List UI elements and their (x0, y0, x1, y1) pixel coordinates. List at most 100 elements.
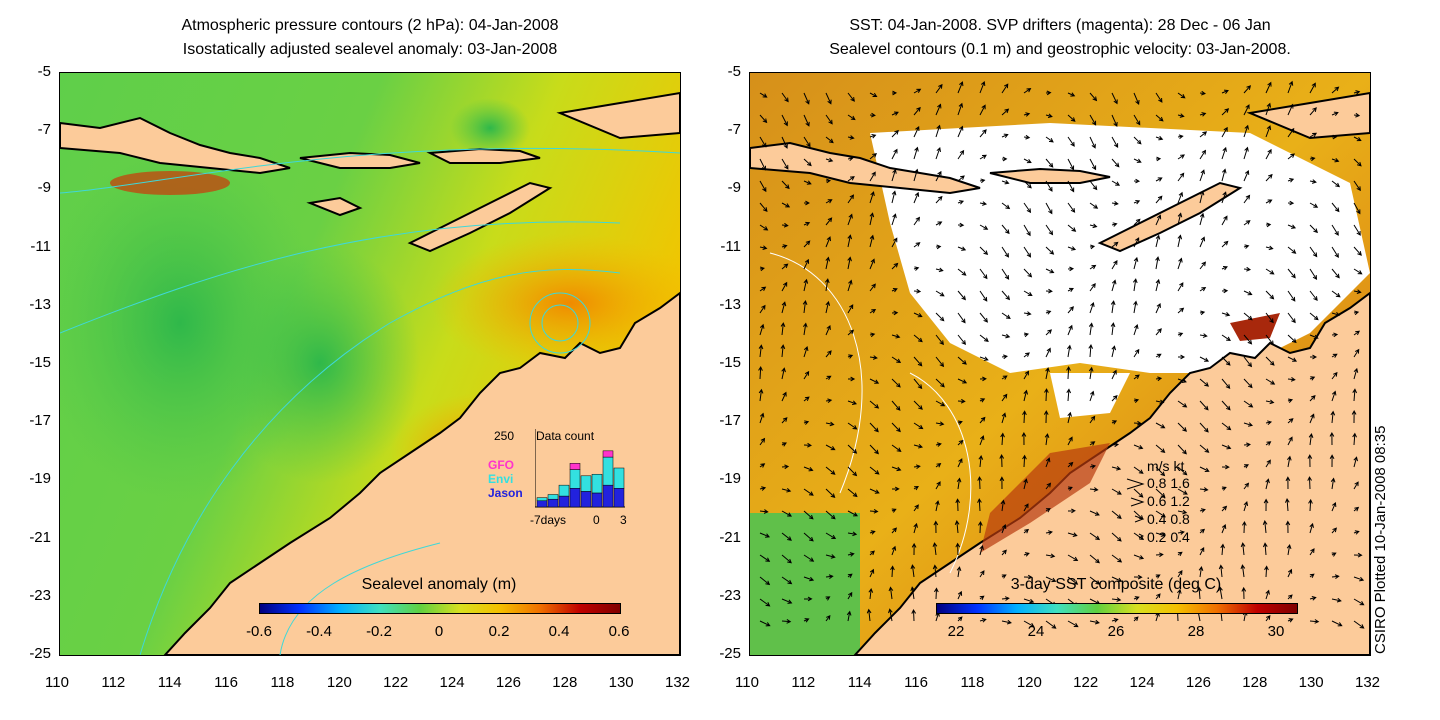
velocity-arrow-431 (1001, 412, 1007, 424)
velocity-arrow-429 (957, 420, 963, 425)
histogram-bar-envi-6 (602, 456, 614, 486)
velocity-arrow-384 (1199, 378, 1210, 387)
left-x-tick-110: 110 (45, 674, 69, 691)
velocity-arrow-491 (1089, 464, 1097, 469)
left-title-line1: Atmospheric pressure contours (2 hPa): 0… (181, 17, 559, 34)
velocity-arrow-132 (1199, 169, 1205, 182)
velocity-arrow-382 (1155, 376, 1163, 382)
velocity-arrow-196 (759, 245, 768, 251)
velocity-arrow-6 (891, 90, 898, 96)
velocity-arrow-270 (1155, 278, 1161, 292)
velocity-arrow-289 (957, 312, 966, 324)
velocity-arrow-148 (935, 195, 943, 204)
velocity-arrow-521 (1133, 488, 1144, 498)
velocity-arrow-592 (847, 552, 855, 557)
velocity-arrow-320 (1023, 332, 1029, 338)
velocity-arrow-190 (1243, 220, 1251, 226)
velocity-arrow-582 (1241, 520, 1247, 534)
velocity-arrow-385 (1221, 378, 1231, 389)
velocity-arrow-55 (1353, 112, 1361, 118)
velocity-arrow-79 (1265, 125, 1272, 138)
csiro-plot-note: CSIRO Plotted 10-Jan-2008 08:35 (1372, 425, 1389, 654)
speed-legend-row-2: 0.6 1.2 (1147, 493, 1190, 509)
velocity-arrow-283 (825, 300, 831, 314)
velocity-arrow-258 (891, 287, 898, 293)
velocity-arrow-271 (1177, 282, 1184, 292)
velocity-arrow-461 (1044, 433, 1050, 446)
sealevel-colorbar-tick-4: 0.2 (488, 623, 510, 640)
velocity-arrow-645 (781, 598, 793, 604)
right-x-tick-122: 122 (1073, 674, 1099, 691)
velocity-arrow-255 (824, 278, 830, 292)
velocity-arrow-622 (890, 565, 895, 578)
sealevel-colorbar-tick-6: 0.6 (608, 623, 630, 640)
histogram-xlabel-end: 3 (620, 513, 627, 527)
left-y-tick-minus13: -13 (29, 295, 51, 313)
velocity-arrow-113 (781, 180, 790, 190)
velocity-arrow-548 (1111, 510, 1122, 519)
velocity-arrow-335 (1353, 330, 1361, 336)
velocity-arrow-163 (1265, 199, 1273, 204)
velocity-arrow-62 (891, 129, 899, 138)
velocity-arrow-74 (1155, 135, 1164, 141)
velocity-arrow-292 (1023, 311, 1032, 316)
velocity-arrow-433 (1043, 410, 1049, 424)
histogram-bar-jason-2 (558, 495, 570, 508)
velocity-arrow-560 (759, 532, 771, 538)
velocity-arrow-556 (1284, 498, 1290, 512)
velocity-arrow-84 (759, 158, 766, 171)
velocity-arrow-647 (825, 596, 831, 601)
legend-gfo: GFO (488, 458, 514, 472)
velocity-arrow-154 (1067, 202, 1076, 213)
velocity-arrow-363 (1353, 348, 1360, 358)
velocity-arrow-197 (781, 244, 788, 249)
velocity-arrow-159 (1177, 191, 1184, 204)
histogram-bar-envi-4 (580, 475, 592, 492)
velocity-arrow-537 (869, 508, 879, 514)
velocity-arrow-243 (1177, 257, 1183, 270)
velocity-arrow-459 (1000, 432, 1005, 446)
velocity-arrow-164 (1287, 200, 1295, 206)
velocity-arrow-617 (781, 576, 793, 585)
velocity-arrow-200 (847, 234, 853, 248)
velocity-arrow-83 (1353, 136, 1362, 142)
velocity-arrow-681 (957, 616, 963, 622)
sealevel-anomaly-map[interactable] (59, 72, 681, 656)
velocity-arrow-508 (847, 488, 858, 498)
right-x-tick-132: 132 (1355, 674, 1381, 691)
velocity-arrow-45 (1133, 114, 1141, 126)
velocity-arrow-169 (781, 222, 789, 228)
sst-map[interactable] (749, 72, 1371, 656)
velocity-arrow-501 (1307, 454, 1313, 468)
velocity-arrow-52 (1287, 103, 1294, 116)
velocity-arrow-371 (913, 378, 923, 390)
velocity-arrow-44 (1111, 114, 1118, 127)
velocity-arrow-291 (1001, 312, 1011, 320)
velocity-arrow-21 (1221, 89, 1229, 94)
velocity-arrow-351 (1088, 344, 1094, 358)
velocity-arrow-272 (1199, 286, 1207, 292)
velocity-arrow-36 (935, 103, 942, 116)
velocity-arrow-559 (1353, 506, 1360, 512)
velocity-arrow-252 (759, 286, 767, 292)
speed-legend-arrows (1126, 478, 1145, 539)
velocity-arrow-253 (781, 281, 788, 292)
velocity-arrow-611 (1262, 542, 1268, 556)
left-y-tick-minus25: -25 (29, 645, 51, 662)
velocity-arrow-9 (957, 81, 964, 94)
velocity-arrow-213 (1133, 237, 1140, 248)
velocity-arrow-558 (1331, 501, 1337, 512)
velocity-arrow-167 (1353, 202, 1361, 215)
velocity-arrow-26 (1331, 86, 1340, 94)
sst-map-svg (750, 73, 1370, 655)
velocity-arrow-547 (1089, 510, 1100, 516)
right-x-tick-112: 112 (791, 674, 816, 691)
velocity-arrow-273 (1221, 288, 1229, 294)
velocity-arrow-131 (1177, 172, 1185, 182)
velocity-arrow-173 (869, 212, 875, 226)
velocity-arrow-318 (979, 334, 989, 342)
data-count-histogram: 250 Data count GFO Envi Jason -7days 0 3 (480, 425, 640, 530)
timor-island-sst (1097, 181, 1243, 253)
velocity-arrow-81 (1309, 132, 1318, 138)
velocity-arrow-674 (803, 618, 810, 623)
